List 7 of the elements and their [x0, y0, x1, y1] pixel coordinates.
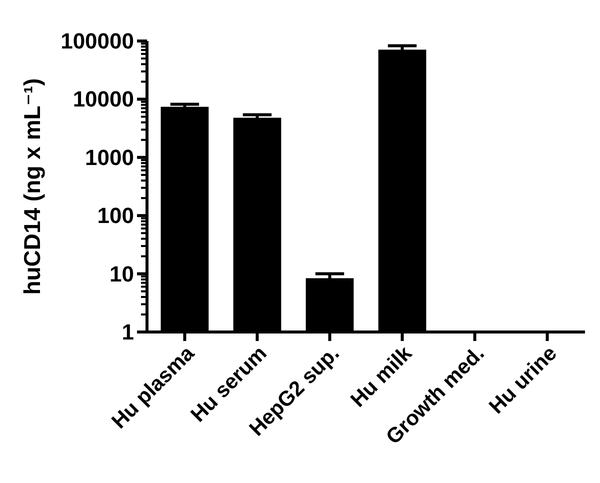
y-tick-label: 10	[110, 261, 134, 286]
y-tick-label: 100	[97, 203, 134, 228]
y-tick-label: 10000	[72, 86, 134, 112]
y-tick-label: 1	[122, 320, 134, 344]
y-axis-title: huCD14 (ng x mL⁻¹)	[19, 78, 45, 295]
y-tick-label: 100000	[60, 28, 134, 54]
y-tick-label: 1000	[85, 144, 134, 170]
